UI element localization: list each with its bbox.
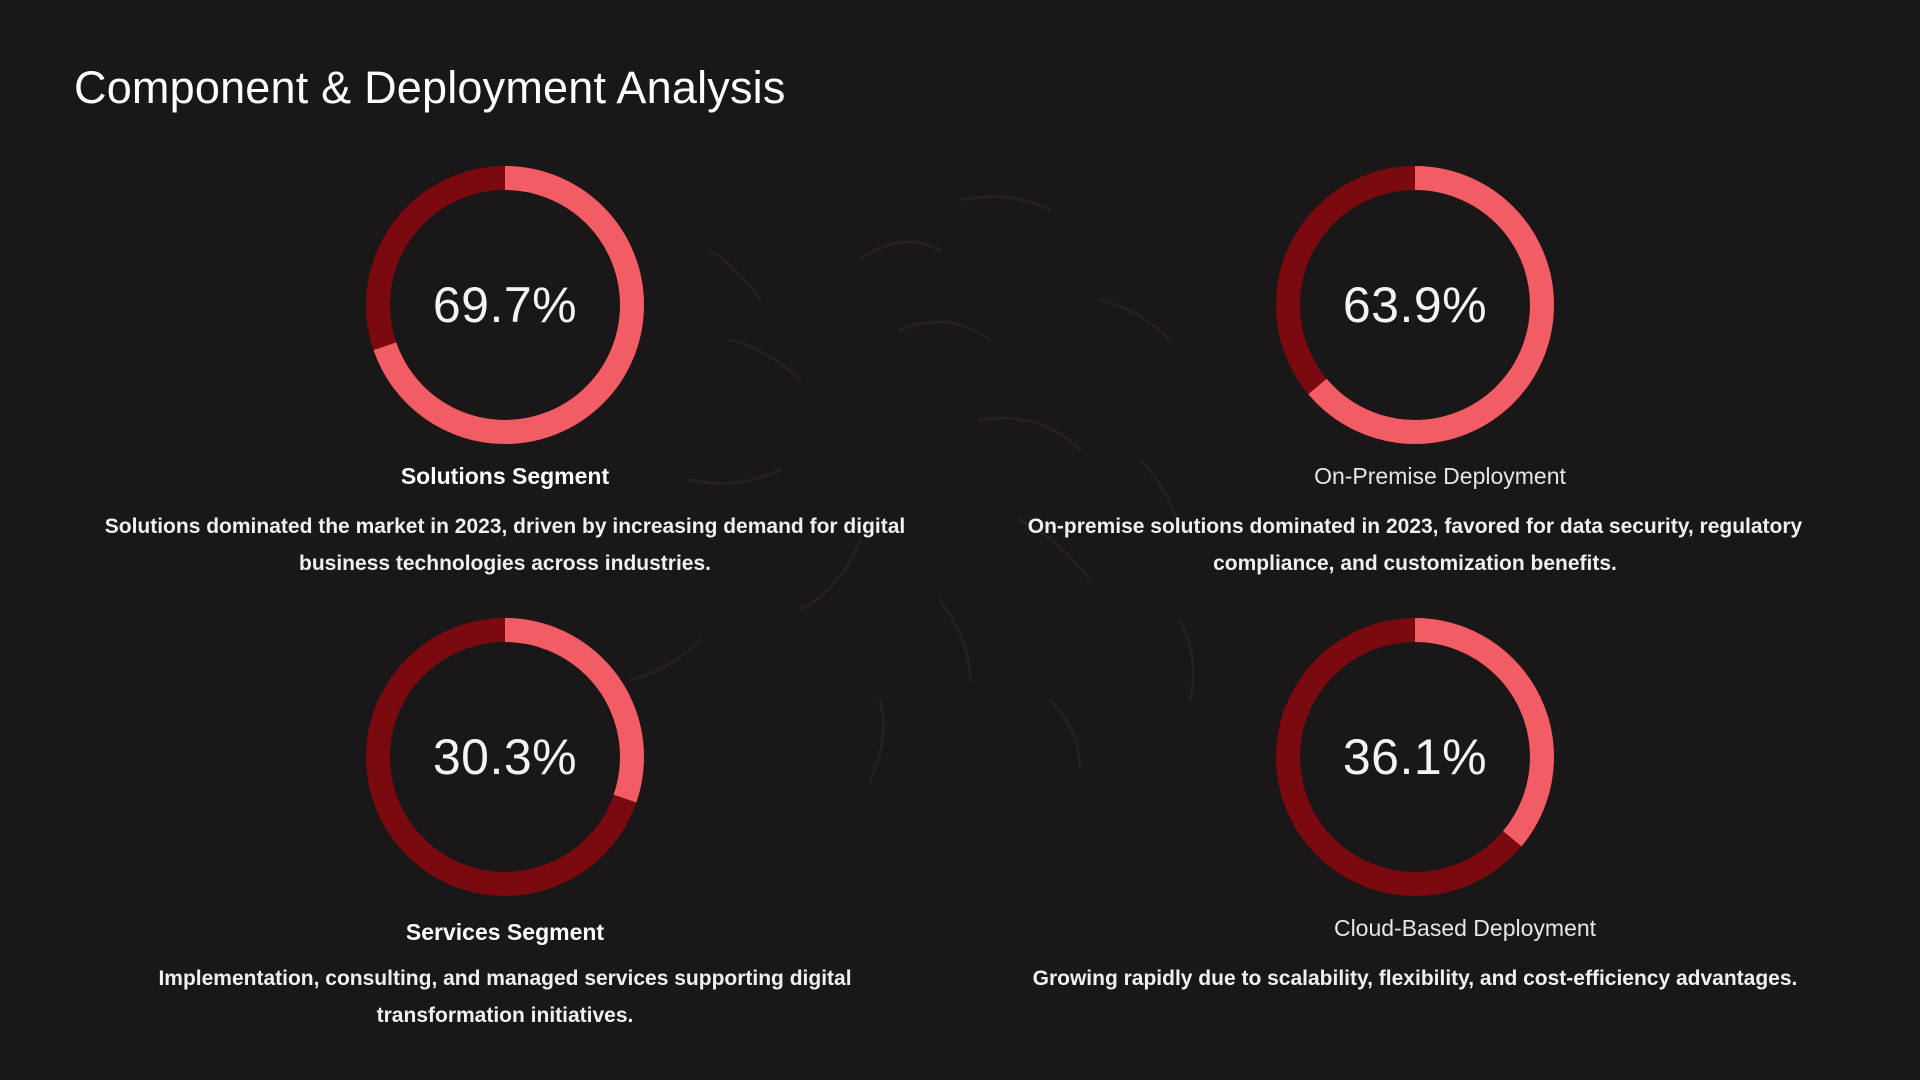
- on-premise-deployment-description: On-premise solutions dominated in 2023, …: [1027, 515, 1803, 575]
- on-premise-donut-svg: [1276, 166, 1554, 444]
- services-donut-value: 30.3%: [432, 729, 578, 785]
- services-segment-label: Services Segment: [405, 919, 605, 945]
- cloud-donut-chart: 36.1%: [1275, 617, 1555, 897]
- cloud-donut-value: 36.1%: [1342, 729, 1488, 785]
- donut-value-slice: [1276, 166, 1554, 444]
- services-donut-svg: [366, 618, 644, 896]
- services-panel: 30.3% Services Segment Implementation, c…: [55, 612, 955, 1042]
- on-premise-deployment-label: On-Premise Deployment: [1314, 463, 1566, 489]
- solutions-donut-chart: 69.7%: [365, 165, 645, 445]
- cloud-donut-svg: [1276, 618, 1554, 896]
- cloud-based-deployment-label: Cloud-Based Deployment: [1333, 915, 1597, 941]
- solutions-panel: 69.7% Solutions Segment Solutions domina…: [55, 160, 955, 590]
- solutions-donut-value: 69.7%: [432, 277, 578, 333]
- donut-value-slice: [366, 618, 644, 896]
- services-segment-description: Implementation, consulting, and managed …: [158, 967, 852, 1027]
- services-donut-chart: 30.3%: [365, 617, 645, 897]
- donut-value-slice: [366, 166, 644, 444]
- solutions-segment-description: Solutions dominated the market in 2023, …: [104, 515, 906, 575]
- on-premise-panel: 63.9% On-Premise Deployment On-premise s…: [965, 160, 1865, 590]
- solutions-donut-svg: [366, 166, 644, 444]
- cloud-panel: 36.1% Cloud-Based Deployment Growing rap…: [965, 612, 1865, 1042]
- on-premise-donut-chart: 63.9%: [1275, 165, 1555, 445]
- cloud-based-deployment-description: Growing rapidly due to scalability, flex…: [1032, 967, 1798, 990]
- solutions-segment-label: Solutions Segment: [400, 463, 610, 489]
- page-title: Component & Deployment Analysis: [74, 62, 786, 113]
- on-premise-donut-value: 63.9%: [1342, 277, 1488, 333]
- donut-value-slice: [1276, 618, 1554, 896]
